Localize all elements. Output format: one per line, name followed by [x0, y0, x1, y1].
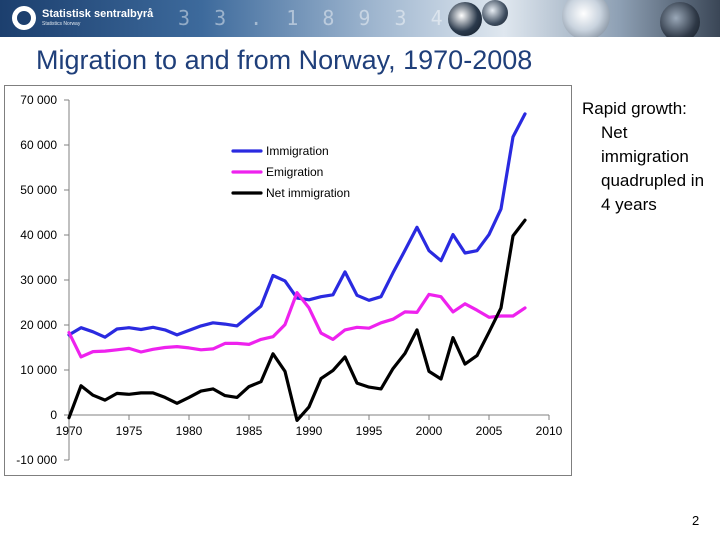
note-body: Net immigration quadrupled in 4 years — [601, 123, 705, 214]
y-tick-label: 40 000 — [20, 228, 57, 242]
logo-text: Statistisk sentralbyrå Statistics Norway — [42, 9, 153, 27]
logo-subtitle: Statistics Norway — [42, 21, 81, 27]
x-tick-label: 2010 — [536, 424, 563, 438]
y-tick-label: 10 000 — [20, 363, 57, 377]
x-tick-label: 1970 — [56, 424, 83, 438]
x-tick-label: 2000 — [416, 424, 443, 438]
banner-digits: 3 3 . 1 8 9 3 4 — [178, 6, 449, 30]
net-immigration-series-line — [67, 218, 527, 422]
legend-label-net-immigration: Net immigration — [266, 186, 350, 200]
slide-note: Rapid growth: Net immigration quadrupled… — [582, 97, 714, 217]
page-number: 2 — [692, 513, 700, 528]
x-tick-label: 2005 — [476, 424, 503, 438]
migration-line-chart: -10 000 0 10 000 20 000 30 000 40 000 50 000 60… — [4, 85, 572, 476]
header-banner: 3 3 . 1 8 9 3 4 Statistisk sentralbyrå S… — [0, 0, 720, 37]
y-tick-label: 0 — [50, 408, 57, 422]
emigration-series-line — [67, 291, 527, 359]
slide-title: Migration to and from Norway, 1970-2008 — [36, 45, 533, 75]
logo: Statistisk sentralbyrå Statistics Norway — [12, 6, 153, 30]
banner-light-orb — [562, 0, 610, 37]
x-tick-label: 1995 — [356, 424, 383, 438]
x-tick-label: 1990 — [296, 424, 323, 438]
immigration-series-line — [67, 112, 527, 339]
banner-light-orb — [660, 2, 700, 37]
banner-light-orb — [482, 0, 508, 26]
x-tick-label: 1975 — [116, 424, 143, 438]
logo-mark-icon — [12, 6, 36, 30]
y-tick-label: 30 000 — [20, 273, 57, 287]
legend-label-emigration: Emigration — [266, 165, 323, 179]
x-axis-ticks: 1970 1975 1980 1985 1990 1995 2000 2005 2010 — [56, 415, 563, 438]
y-tick-label: 60 000 — [20, 138, 57, 152]
legend-label-immigration: Immigration — [266, 144, 329, 158]
y-tick-label: 70 000 — [20, 93, 57, 107]
banner-light-orb — [448, 2, 482, 36]
y-tick-label: -10 000 — [16, 453, 57, 467]
chart-series — [67, 112, 527, 422]
chart-canvas: -10 000 0 10 000 20 000 30 000 40 000 50 000 60… — [16, 93, 563, 467]
y-tick-label: 50 000 — [20, 183, 57, 197]
x-tick-label: 1980 — [176, 424, 203, 438]
chart-legend: Immigration Emigration Net immigration — [231, 144, 350, 200]
y-axis-ticks: -10 000 0 10 000 20 000 30 000 40 000 50 000 60… — [16, 93, 69, 467]
x-tick-label: 1985 — [236, 424, 263, 438]
logo-name: Statistisk sentralbyrå — [42, 8, 154, 20]
note-lead: Rapid growth: — [582, 99, 687, 118]
y-tick-label: 20 000 — [20, 318, 57, 332]
